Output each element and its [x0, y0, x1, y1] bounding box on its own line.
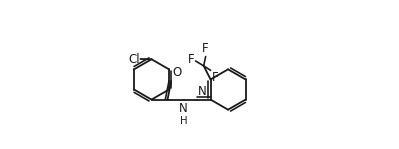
Text: F: F [188, 53, 194, 66]
Text: O: O [172, 66, 182, 79]
Text: N: N [198, 85, 206, 98]
Text: H: H [180, 116, 187, 126]
Text: F: F [212, 71, 218, 84]
Text: F: F [202, 42, 209, 55]
Text: Cl: Cl [128, 52, 140, 66]
Text: N: N [179, 102, 188, 115]
